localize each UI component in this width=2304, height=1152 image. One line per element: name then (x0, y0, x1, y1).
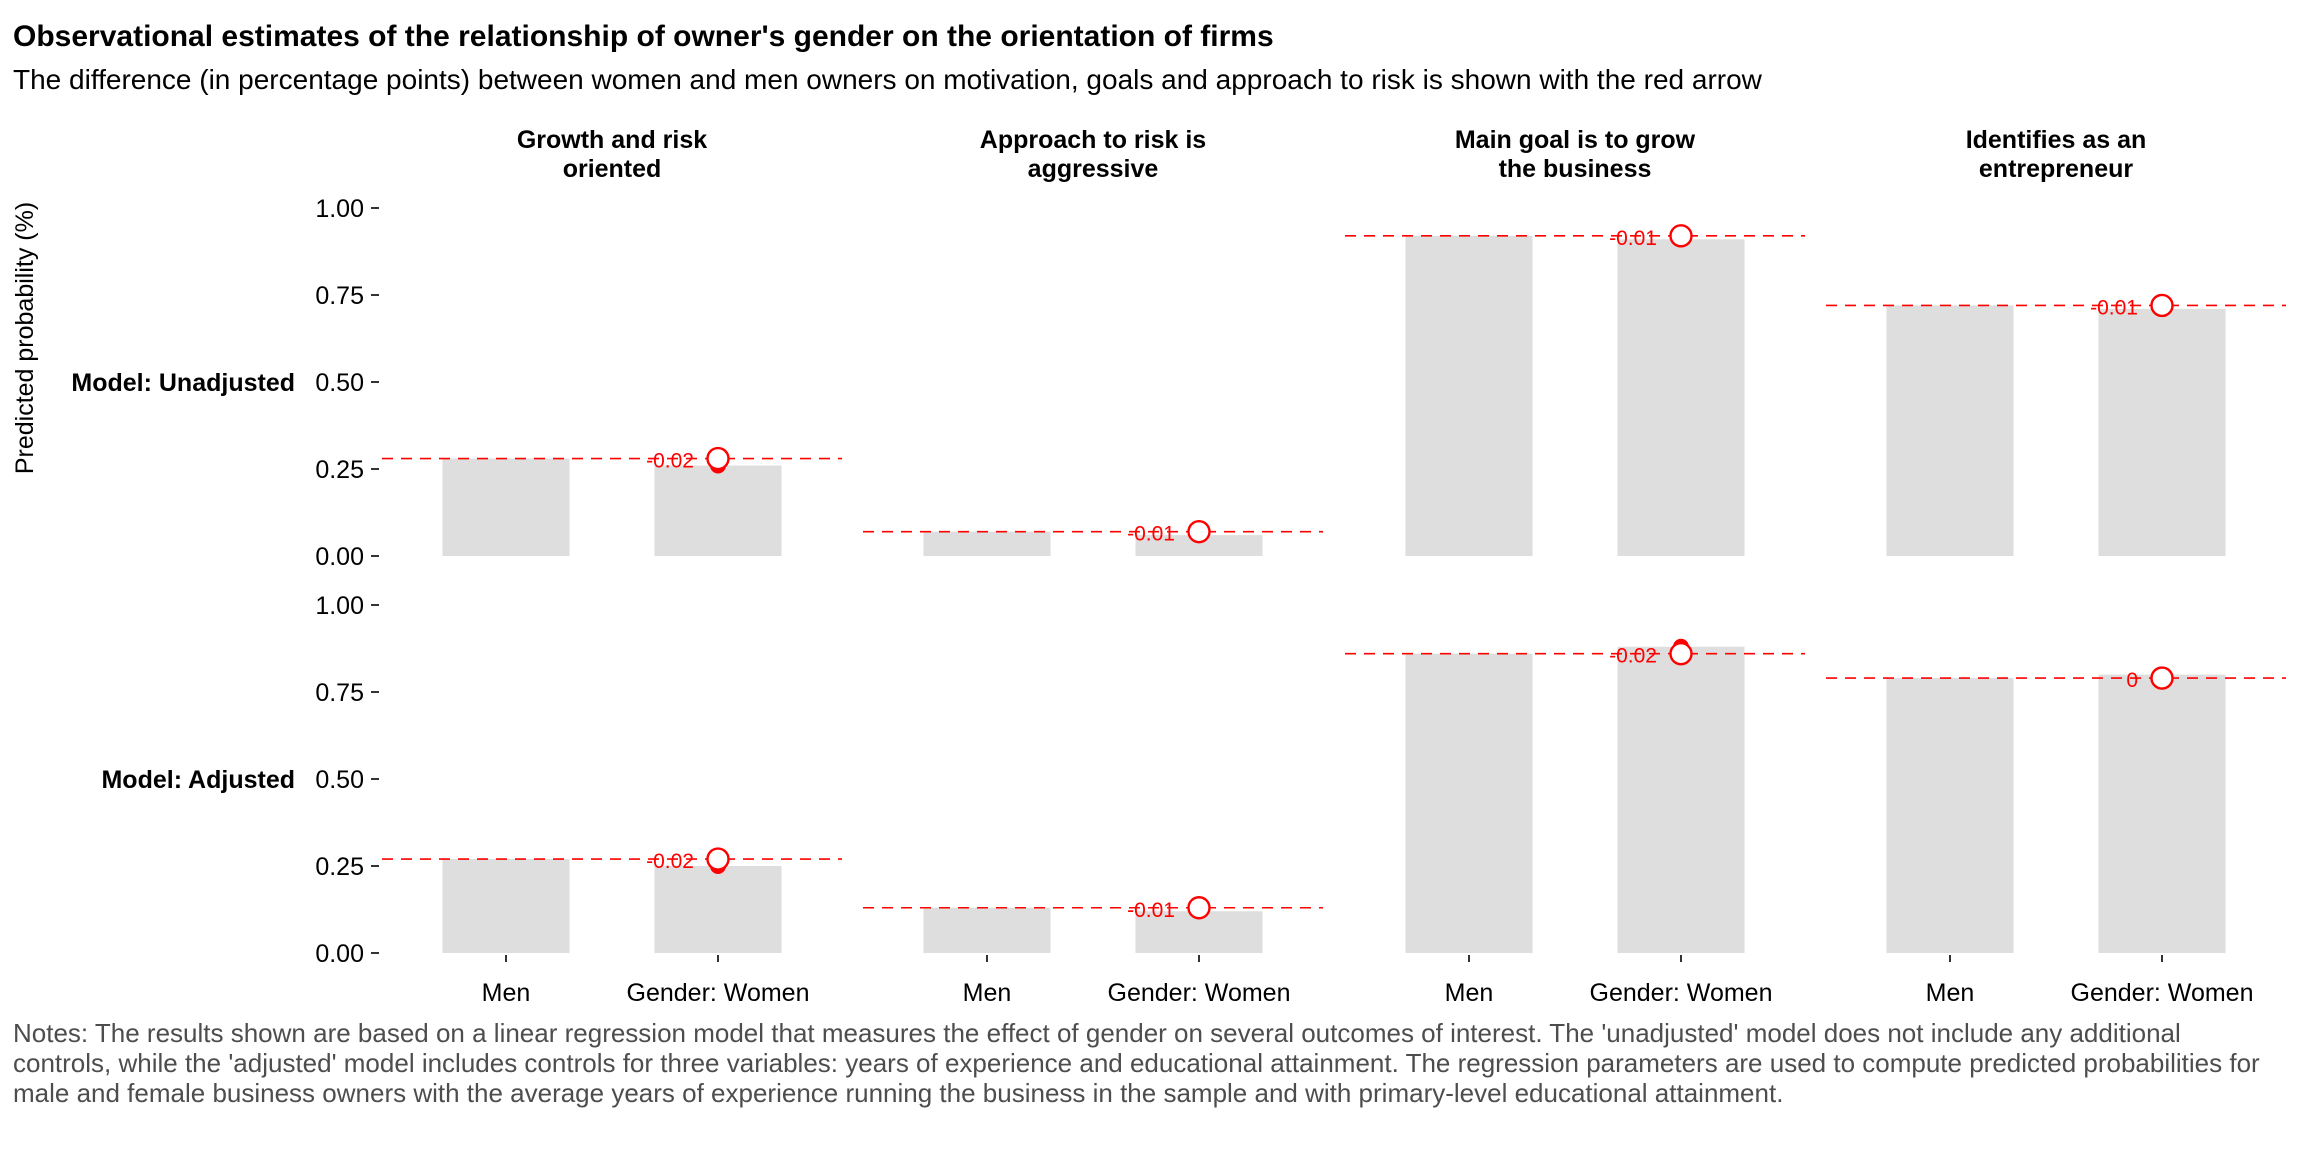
y-tick-label: 0.75 (315, 679, 364, 707)
x-tick-label: Men (1926, 979, 1975, 1007)
chart-title: Observational estimates of the relations… (13, 20, 1274, 53)
bar-women (1617, 646, 1745, 953)
y-axis-title: Predicted probability (%) (11, 202, 39, 474)
panel-title: Approach to risk is (980, 126, 1206, 154)
bar-women (2098, 674, 2226, 953)
bar-women (654, 465, 782, 556)
bar-men (923, 907, 1051, 953)
faceted-bar-chart: Predicted probability (%) Growth and risk… (11, 126, 2286, 1007)
men-reference-point (1669, 642, 1693, 666)
men-reference-point (2150, 666, 2174, 690)
x-tick-label: Gender: Women (1108, 979, 1291, 1007)
chart-notes: Notes: The results shown are based on a … (13, 1018, 2260, 1108)
row-label: Model: Adjusted (101, 766, 295, 794)
bar-women (1617, 239, 1745, 556)
chart-subtitle: The difference (in percentage points) be… (13, 64, 1762, 95)
bar-men (442, 458, 570, 556)
y-tick-label: 0.25 (315, 456, 364, 484)
panel-title: Identifies as an (1966, 126, 2147, 154)
difference-label: -0.01 (1127, 899, 1175, 922)
x-tick-label: Gender: Women (627, 979, 810, 1007)
row-label: Model: Unadjusted (71, 369, 295, 397)
men-reference-point (706, 446, 730, 471)
y-tick-label: 1.00 (315, 195, 364, 223)
difference-label: -0.02 (646, 450, 694, 473)
panel-title: oriented (563, 155, 662, 183)
men-reference-point (1187, 519, 1211, 544)
bar-men (1405, 235, 1533, 556)
men-reference-point (706, 847, 730, 871)
x-tick-label: Men (482, 979, 531, 1007)
panel-title: entrepreneur (1979, 155, 2133, 183)
difference-label: -0.01 (2090, 296, 2138, 319)
bar-women (1135, 535, 1263, 556)
difference-label: -0.02 (646, 850, 694, 873)
panel-title: Growth and risk (517, 126, 707, 154)
difference-label: 0 (2126, 669, 2138, 692)
panel-title: aggressive (1028, 155, 1159, 183)
bar-women (654, 866, 782, 953)
bar-men (1886, 305, 2014, 556)
difference-label: -0.01 (1127, 523, 1175, 546)
men-reference-point (1669, 224, 1693, 248)
x-tick-label: Gender: Women (1590, 979, 1773, 1007)
difference-label: -0.02 (1609, 645, 1657, 668)
men-reference-point (2150, 293, 2174, 318)
panel-title: Main goal is to grow (1455, 126, 1696, 154)
bar-men (442, 859, 570, 953)
y-tick-label: 1.00 (315, 592, 364, 620)
y-tick-label: 0.75 (315, 282, 364, 310)
panel-title: the business (1499, 155, 1652, 183)
difference-label: -0.01 (1609, 227, 1657, 250)
x-tick-label: Men (963, 979, 1012, 1007)
y-tick-label: 0.00 (315, 940, 364, 968)
bar-men (1405, 653, 1533, 953)
bar-men (1886, 678, 2014, 953)
y-tick-label: 0.50 (315, 766, 364, 794)
y-tick-label: 0.50 (315, 369, 364, 397)
x-tick-label: Men (1445, 979, 1494, 1007)
men-reference-point (1187, 896, 1211, 920)
y-tick-label: 0.00 (315, 543, 364, 571)
bar-men (923, 531, 1051, 556)
y-tick-label: 0.25 (315, 853, 364, 881)
bar-women (2098, 308, 2226, 556)
x-tick-label: Gender: Women (2071, 979, 2254, 1007)
